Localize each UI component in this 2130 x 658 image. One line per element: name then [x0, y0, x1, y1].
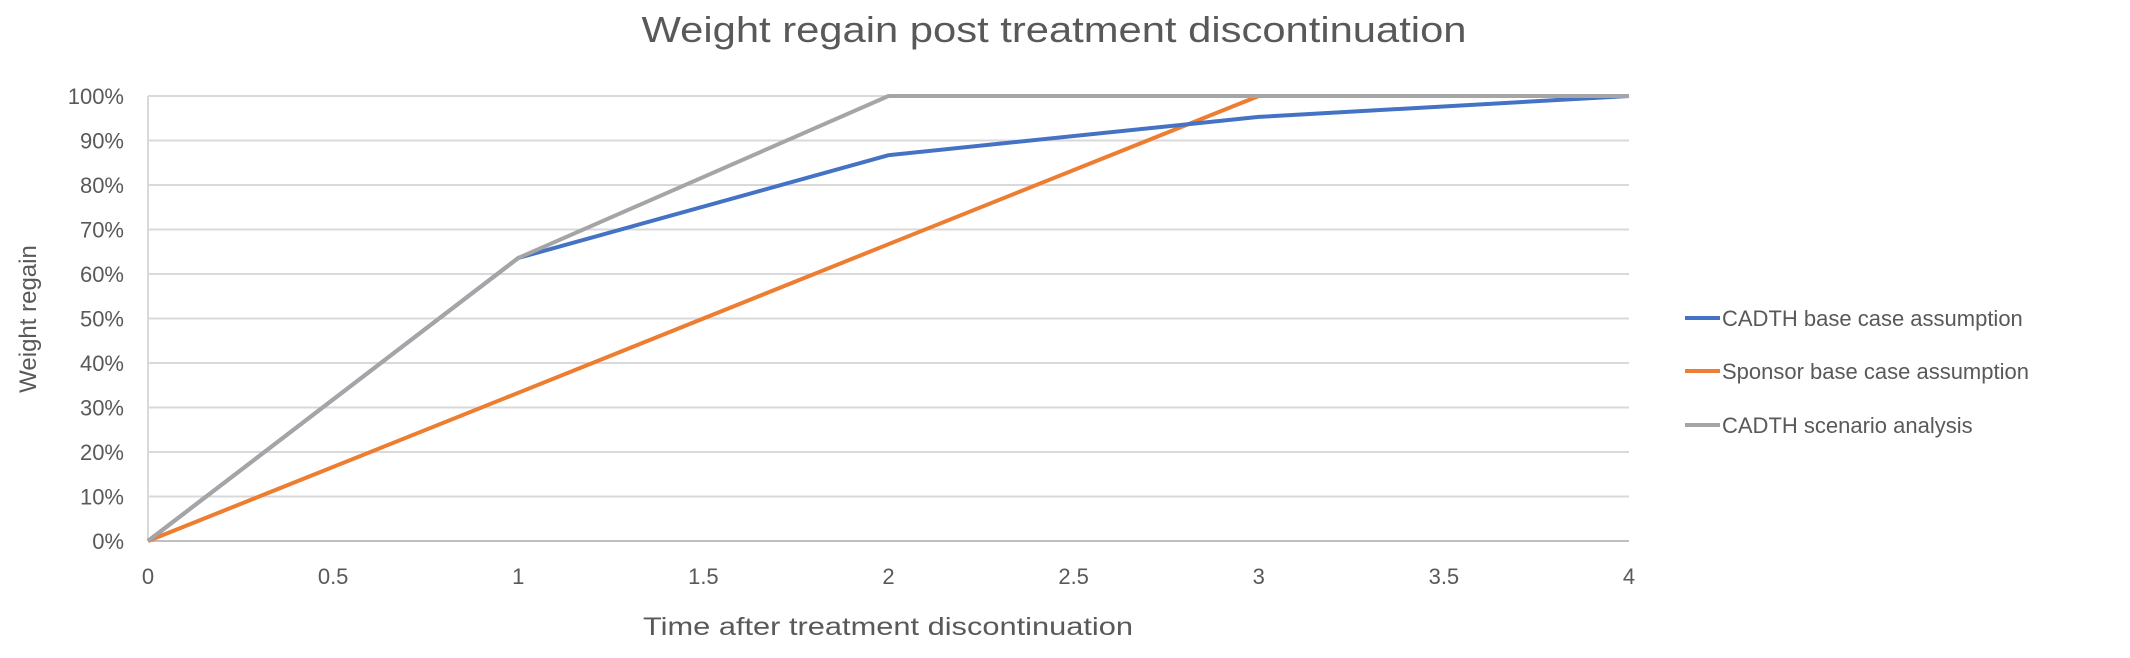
y-tick-label: 70% — [80, 218, 124, 243]
y-tick-label: 80% — [80, 173, 124, 198]
legend-item: Sponsor base case assumption — [1685, 359, 2029, 384]
y-tick-label: 10% — [80, 485, 124, 510]
y-tick-label: 60% — [80, 262, 124, 287]
y-tick-label: 0% — [92, 529, 124, 554]
y-axis-ticks: 0% 10% 20% 30% 40% 50% 60% 70% 80% 90% 100% — [68, 84, 124, 554]
y-tick-label: 90% — [80, 129, 124, 154]
y-axis-label: Weight regain — [15, 245, 42, 393]
legend: CADTH base case assumption Sponsor base c… — [1685, 306, 2029, 438]
y-tick-label: 50% — [80, 307, 124, 332]
y-tick-label: 30% — [80, 396, 124, 421]
chart-title: Weight regain post treatment discontinua… — [642, 9, 1467, 50]
series-line-2 — [146, 94, 1629, 543]
x-axis-label: Time after treatment discontinuation — [643, 613, 1133, 641]
y-tick-label: 100% — [68, 84, 124, 109]
x-tick-label: 1.5 — [688, 564, 719, 589]
x-tick-label: 1 — [512, 564, 524, 589]
x-axis-ticks: 0 0.5 1 1.5 2 2.5 3 3.5 4 — [142, 564, 1635, 589]
y-tick-label: 20% — [80, 440, 124, 465]
x-tick-label: 4 — [1623, 564, 1635, 589]
legend-label: Sponsor base case assumption — [1722, 359, 2029, 384]
legend-label: CADTH base case assumption — [1722, 306, 2023, 331]
x-tick-label: 0 — [142, 564, 154, 589]
x-tick-label: 3 — [1253, 564, 1265, 589]
legend-item: CADTH base case assumption — [1685, 306, 2023, 331]
gridlines — [147, 95, 1629, 542]
y-tick-label: 40% — [80, 351, 124, 376]
x-tick-label: 3.5 — [1429, 564, 1460, 589]
x-tick-label: 2 — [882, 564, 894, 589]
series-lines — [146, 94, 1630, 543]
legend-item: CADTH scenario analysis — [1685, 413, 1973, 438]
x-tick-label: 0.5 — [318, 564, 349, 589]
x-tick-label: 2.5 — [1058, 564, 1089, 589]
legend-label: CADTH scenario analysis — [1722, 413, 1973, 438]
